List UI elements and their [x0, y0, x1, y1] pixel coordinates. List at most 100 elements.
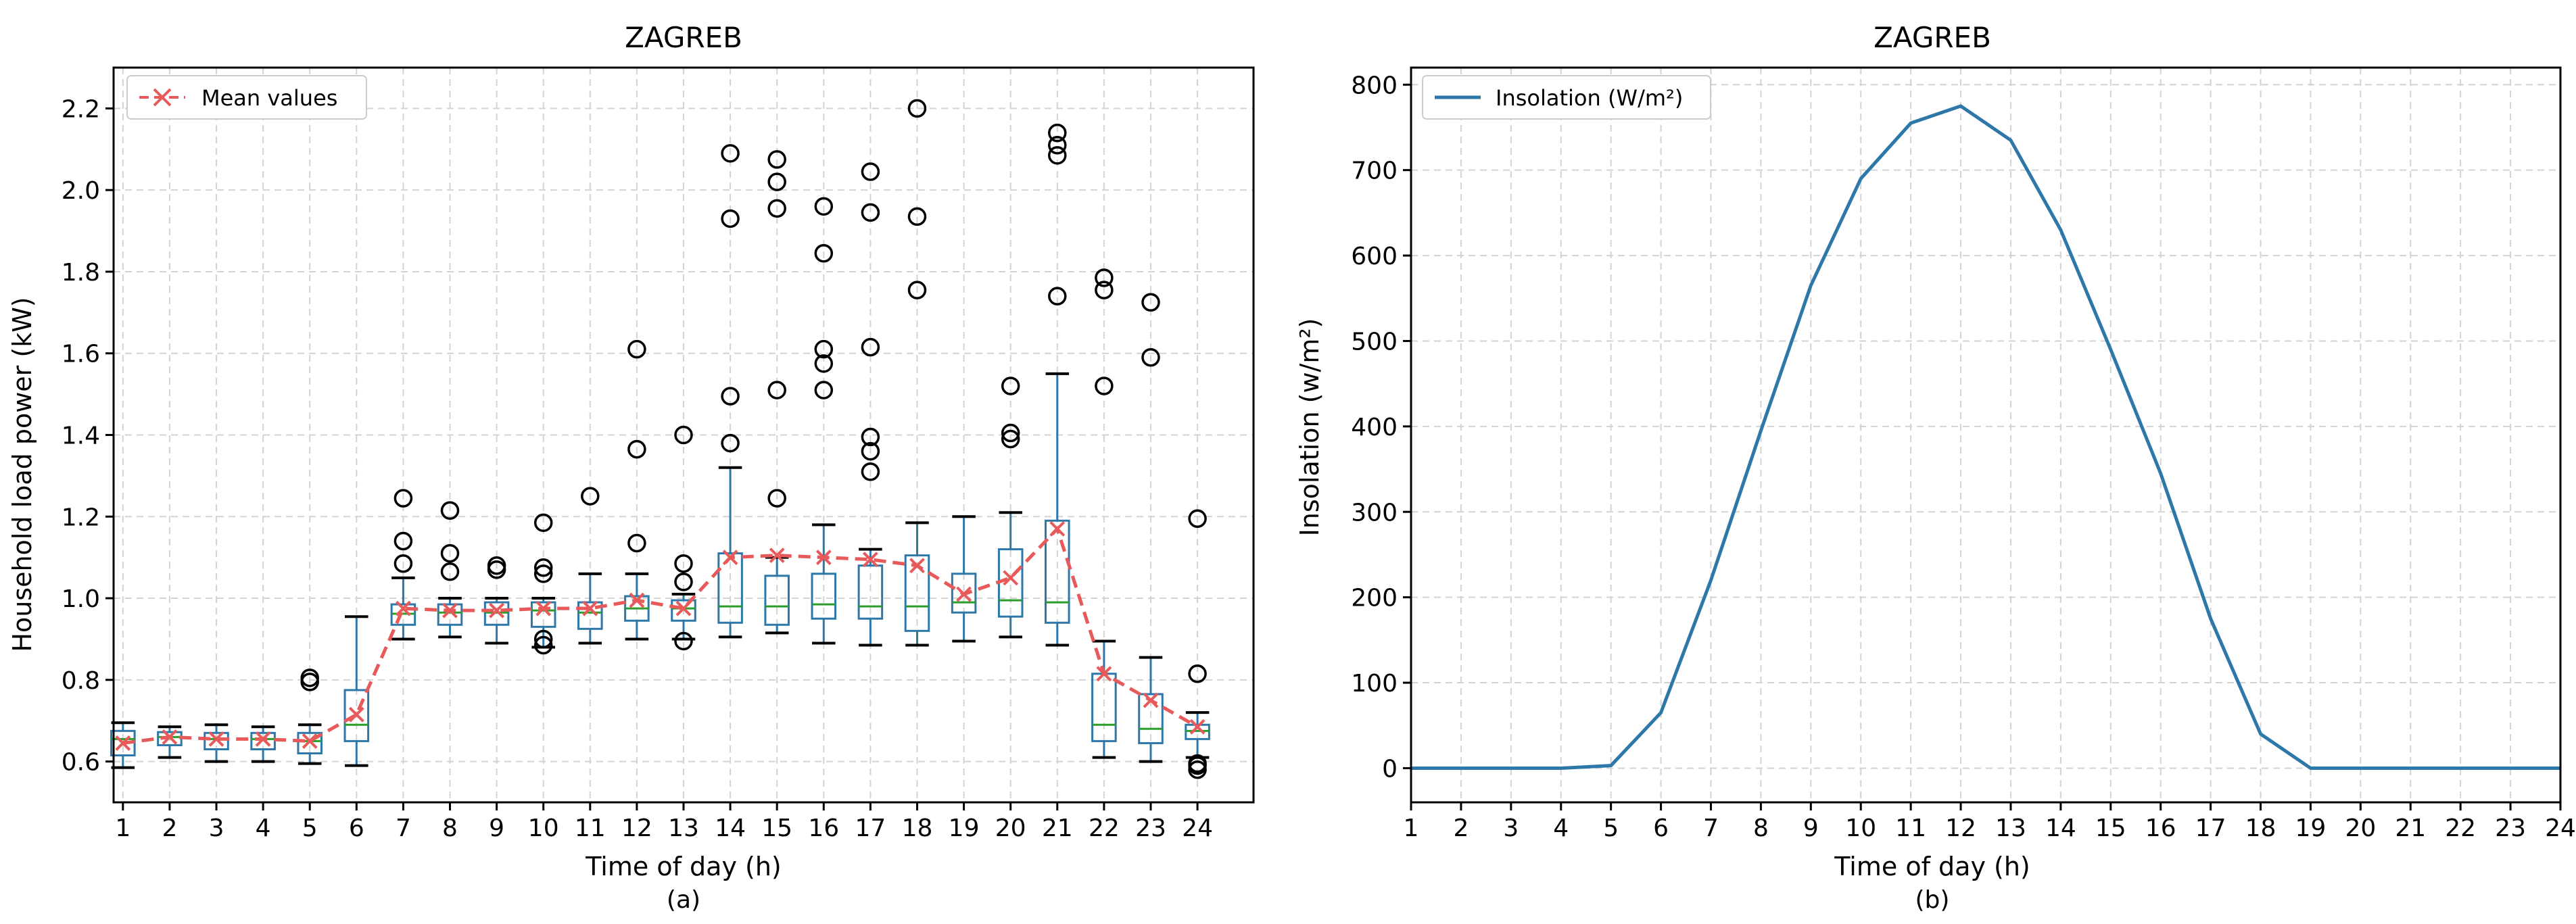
x-tick-label: 4 — [256, 814, 271, 842]
box-iqr — [1185, 723, 1210, 740]
panel-b-legend: Insolation (W/m²) — [1422, 75, 1711, 120]
mean-marker — [1096, 666, 1112, 682]
y-tick-label: 1.8 — [62, 259, 100, 287]
outlier-point — [907, 99, 927, 118]
outlier-point — [440, 562, 460, 581]
x-tick-label: 17 — [855, 814, 886, 842]
mean-marker — [1049, 520, 1066, 537]
mean-marker — [675, 600, 692, 616]
x-tick-label: 21 — [1042, 814, 1073, 842]
outlier-point — [674, 554, 693, 573]
x-tick-label: 7 — [396, 814, 411, 842]
x-tick-label: 4 — [1553, 814, 1569, 842]
box-iqr — [811, 573, 837, 620]
outlier-point — [1141, 293, 1160, 312]
outlier-point — [300, 668, 319, 687]
x-tick-label: 24 — [1182, 814, 1213, 842]
outlier-point — [1048, 287, 1067, 306]
x-tick-label: 15 — [2095, 814, 2126, 842]
x-tick-label: 17 — [2195, 814, 2226, 842]
x-tick-label: 23 — [2495, 814, 2526, 842]
outlier-point — [393, 531, 413, 551]
x-tick-label: 9 — [489, 814, 504, 842]
box-iqr — [951, 573, 977, 614]
mean-values-line — [122, 525, 1199, 745]
x-tick-label: 22 — [1089, 814, 1120, 842]
outlier-point — [767, 172, 786, 191]
mean-marker — [629, 592, 645, 608]
mean-marker — [1143, 692, 1159, 708]
outlier-point — [533, 564, 553, 583]
x-tick-label: 21 — [2395, 814, 2426, 842]
panel-b-xlabel: Time of day (h) — [1834, 852, 2030, 881]
outlier-point — [1001, 423, 1020, 443]
mean-marker — [442, 602, 458, 618]
outlier-point — [1095, 268, 1114, 287]
outlier-point — [814, 354, 834, 373]
mean-marker — [1003, 570, 1019, 586]
outlier-point — [533, 513, 553, 533]
mean-marker — [162, 729, 178, 745]
panel-b-title: ZAGREB — [1874, 21, 1991, 54]
x-tick-label: 11 — [575, 814, 606, 842]
y-tick-label: 0 — [1382, 755, 1398, 783]
outlier-point — [1095, 376, 1114, 395]
box-iqr — [904, 554, 930, 632]
outlier-point — [674, 631, 693, 651]
box-hour-14 — [717, 144, 743, 639]
x-tick-label: 13 — [668, 814, 699, 842]
x-tick-label: 1 — [1404, 814, 1419, 842]
x-tick-label: 2 — [162, 814, 177, 842]
x-tick-label: 7 — [1703, 814, 1719, 842]
box-hour-19 — [951, 515, 977, 643]
mean-marker — [1189, 719, 1206, 735]
box-hour-18 — [904, 99, 930, 647]
box-hour-4 — [250, 725, 276, 763]
x-tick-label: 23 — [1135, 814, 1166, 842]
box-hour-17 — [857, 162, 884, 647]
x-tick-label: 16 — [2145, 814, 2176, 842]
x-tick-label: 20 — [2345, 814, 2376, 842]
x-tick-label: 22 — [2445, 814, 2476, 842]
outlier-point — [1001, 376, 1020, 395]
box-hour-6 — [343, 615, 370, 767]
insolation-line — [1411, 104, 2560, 770]
x-tick-label: 14 — [2045, 814, 2076, 842]
y-tick-label: 1.6 — [62, 341, 100, 368]
y-tick-label: 600 — [1351, 243, 1398, 270]
x-tick-label: 5 — [302, 814, 318, 842]
mean-marker — [208, 731, 224, 747]
y-tick-label: 0.8 — [62, 667, 100, 695]
outlier-point — [533, 629, 553, 649]
outlier-point — [627, 439, 646, 459]
x-tick-label: 15 — [761, 814, 792, 842]
outlier-point — [627, 339, 646, 359]
box-hour-9 — [483, 556, 510, 645]
box-hour-12 — [624, 339, 650, 641]
box-iqr — [437, 603, 463, 626]
panel-b-ylabel: Insolation (w/m²) — [1295, 318, 1325, 537]
mean-marker — [582, 600, 598, 616]
outlier-point — [440, 501, 460, 520]
panel-b-label: (b) — [1915, 886, 1950, 914]
outlier-point — [721, 433, 740, 453]
x-tick-label: 13 — [1995, 814, 2026, 842]
x-tick-label: 11 — [1895, 814, 1926, 842]
y-tick-label: 1.2 — [62, 504, 100, 531]
x-tick-label: 8 — [1753, 814, 1769, 842]
box-iqr — [530, 601, 556, 628]
box-iqr — [857, 564, 884, 620]
box-hour-15 — [764, 150, 790, 635]
legend-insolation: Insolation (W/m²) — [1496, 85, 1683, 111]
outlier-point — [1048, 135, 1067, 155]
y-tick-label: 1.4 — [62, 422, 100, 450]
outlier-point — [533, 635, 553, 655]
mean-marker — [115, 735, 131, 751]
x-tick-label: 16 — [808, 814, 839, 842]
outlier-point — [1188, 754, 1207, 773]
x-tick-label: 24 — [2545, 814, 2576, 842]
outlier-point — [767, 199, 786, 218]
box-hour-3 — [204, 723, 229, 763]
